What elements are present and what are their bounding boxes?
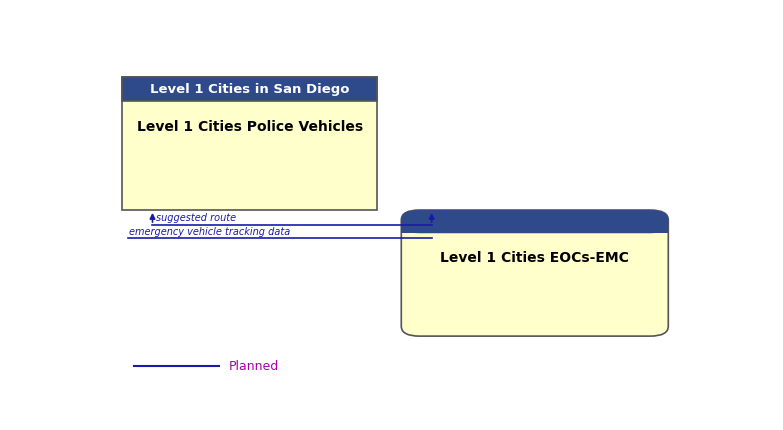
Text: suggested route: suggested route [156,213,236,223]
FancyBboxPatch shape [402,221,669,233]
Text: Level 1 Cities EOCs-EMC: Level 1 Cities EOCs-EMC [440,250,630,264]
FancyBboxPatch shape [122,78,377,101]
FancyBboxPatch shape [402,211,669,336]
FancyBboxPatch shape [122,78,377,211]
Text: Level 1 Cities in San Diego: Level 1 Cities in San Diego [150,83,349,96]
FancyBboxPatch shape [402,211,669,233]
Text: Planned: Planned [229,359,279,373]
Text: Level 1 Cities Police Vehicles: Level 1 Cities Police Vehicles [136,120,363,133]
Text: emergency vehicle tracking data: emergency vehicle tracking data [129,226,290,236]
